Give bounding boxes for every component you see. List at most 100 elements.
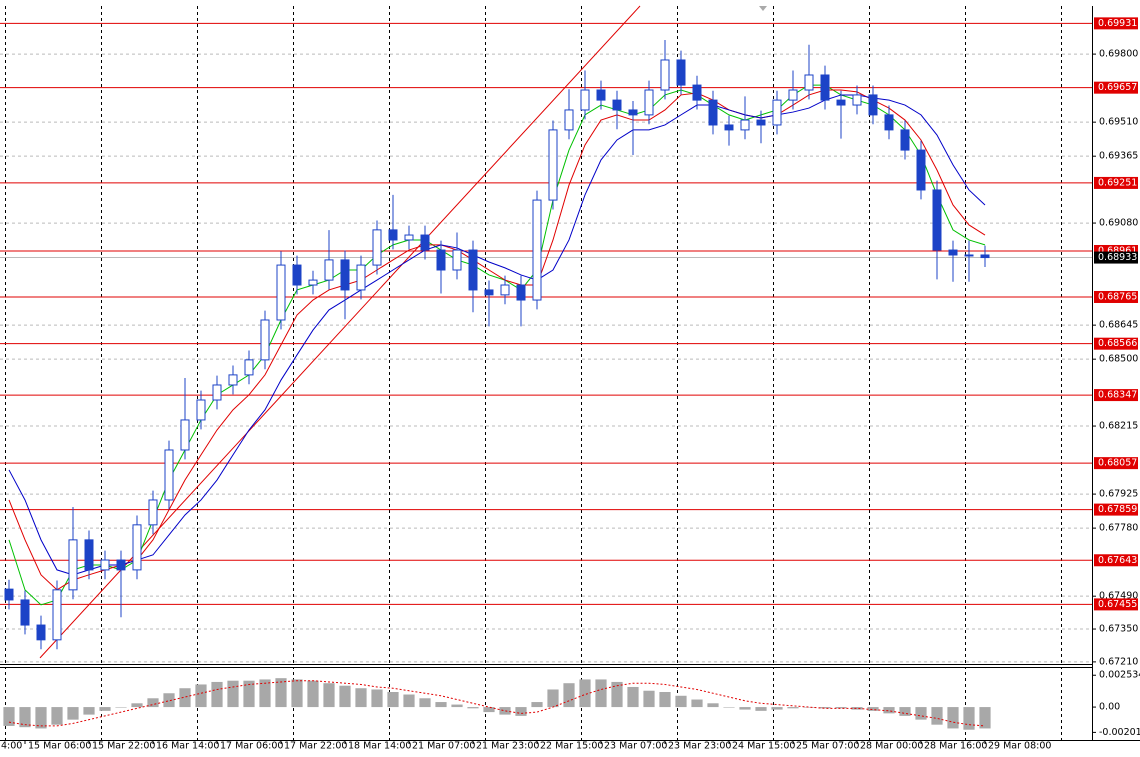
y-tick-label: 0.69510 <box>1099 117 1138 128</box>
level-label-box <box>1094 598 1138 611</box>
oscillator-bar <box>819 707 831 709</box>
oscillator-signal <box>8 680 986 727</box>
oscillator-bar <box>515 707 527 716</box>
candle-body <box>532 199 542 301</box>
candle-body <box>724 124 734 131</box>
oscillator-bar <box>707 703 719 708</box>
level-label-box <box>1094 290 1138 303</box>
level-label-box <box>1094 457 1138 470</box>
oscillator-bar <box>355 688 367 708</box>
vertical-grid <box>0 6 1092 664</box>
candle-body <box>196 399 206 421</box>
level-label: 0.67455 <box>1098 599 1137 610</box>
candle-body <box>884 114 894 131</box>
y-tick-label: 0.68215 <box>1099 421 1138 432</box>
candle-body <box>980 254 990 259</box>
oscillator-bar <box>387 692 399 708</box>
candle-body <box>708 99 718 126</box>
candle-body <box>964 254 974 257</box>
oscillator-bar <box>467 707 479 709</box>
candle-body <box>756 119 766 126</box>
current-price-label: 0.68933 <box>1098 252 1137 263</box>
candle-body <box>292 264 302 286</box>
oscillator-bar <box>131 703 143 708</box>
moving-average <box>8 94 986 576</box>
x-tick-label: 17 Mar 06:00 <box>220 741 283 752</box>
oscillator-bar <box>899 707 911 716</box>
candle-body <box>548 129 558 201</box>
oscillator-bar <box>931 707 943 725</box>
level-label-box <box>1094 176 1138 189</box>
candle-body <box>84 539 94 571</box>
candle-body <box>948 249 958 256</box>
candle-body <box>836 99 846 106</box>
level-label-box <box>1094 389 1138 402</box>
oscillator-bar <box>243 680 255 708</box>
oscillator-bar <box>835 707 847 709</box>
oscillator-bar <box>739 707 751 710</box>
candle-body <box>148 499 158 526</box>
candle-body <box>820 74 830 101</box>
oscillator-bar <box>643 690 655 708</box>
oscillator-bar <box>963 707 975 730</box>
candle-body <box>324 259 334 281</box>
candle-body <box>660 59 670 91</box>
y-tick-label: 0.68500 <box>1099 354 1138 365</box>
current-price-box <box>1094 251 1138 264</box>
level-label: 0.68765 <box>1098 291 1137 302</box>
oscillator-bar <box>771 707 783 710</box>
y-tick-label: 0.67490 <box>1099 591 1138 602</box>
oscillator-bar <box>979 707 991 729</box>
x-tick-label: 25 Mar 07:00 <box>796 741 859 752</box>
oscillator-bar <box>179 688 191 708</box>
y-tick-label: 0.67780 <box>1099 523 1138 534</box>
oscillator-bar <box>659 692 671 708</box>
oscillator-bar <box>291 679 303 708</box>
oscillator-bar <box>147 698 159 708</box>
oscillator-bar <box>211 681 223 708</box>
x-tick-label: 24 Mar 15:00 <box>732 741 795 752</box>
y-tick-label: 0.67210 <box>1099 656 1138 667</box>
oscillator-bar <box>803 707 815 708</box>
candle-body <box>900 129 910 151</box>
oscillator-bar <box>627 686 639 708</box>
x-tick-label: 29 Mar 08:00 <box>988 741 1051 752</box>
candle-body <box>612 99 622 111</box>
candle-body <box>676 59 686 86</box>
x-tick-label: 18 Mar 14:00 <box>348 741 411 752</box>
x-tick-label: 21 Mar 07:00 <box>412 741 475 752</box>
oscillator-bar <box>675 695 687 708</box>
candle-body <box>932 189 942 251</box>
y-tick-label: 0.69800 <box>1099 49 1138 60</box>
candle-body <box>340 259 350 291</box>
x-tick-label: 21 Mar 23:00 <box>476 741 539 752</box>
y-tick-label: 0.69080 <box>1099 218 1138 229</box>
x-tick-label: 15 Mar 06:00 <box>28 741 91 752</box>
oscillator-bar <box>755 707 767 711</box>
candle-body <box>372 229 382 266</box>
oscillator-bar <box>275 678 287 708</box>
candle-body <box>580 89 590 111</box>
level-label: 0.67859 <box>1098 504 1137 515</box>
candle-body <box>212 384 222 401</box>
level-label: 0.69251 <box>1098 177 1137 188</box>
candle-body <box>452 249 462 271</box>
candle-body <box>164 449 174 501</box>
oscillator-bar <box>163 693 175 708</box>
candle-body <box>68 539 78 591</box>
x-tick-label: 28 Mar 16:00 <box>924 741 987 752</box>
candle-body <box>356 264 366 291</box>
level-label: 0.67643 <box>1098 555 1137 566</box>
oscillator-bar <box>435 702 447 708</box>
candle-body <box>4 588 14 601</box>
oscillator-bar <box>787 707 799 709</box>
x-tick-label: 22 Mar 15:00 <box>540 741 603 752</box>
x-tick-label: 17 Mar 22:00 <box>284 741 347 752</box>
shift-marker <box>759 6 767 11</box>
x-tick-label: 28 Mar 00:00 <box>860 741 923 752</box>
candle-body <box>20 599 30 626</box>
oscillator-bar <box>547 689 559 708</box>
candle-body <box>868 94 878 116</box>
oscillator-bar <box>323 683 335 708</box>
